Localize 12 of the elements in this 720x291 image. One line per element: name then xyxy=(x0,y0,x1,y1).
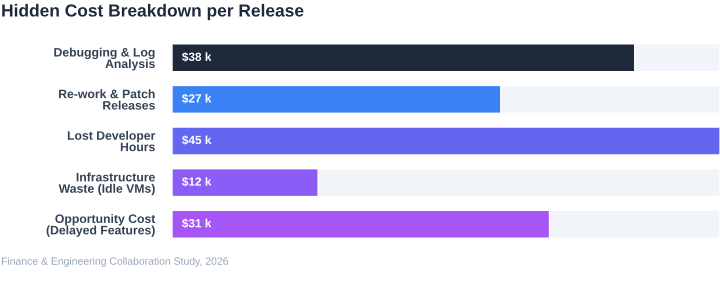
data-label: $38 k xyxy=(182,52,212,62)
y-tick-label: Opportunity Cost (Delayed Features) xyxy=(46,214,156,237)
y-tick-label: Infrastructure Waste (Idle VMs) xyxy=(58,172,155,196)
chart-title: Hidden Cost Breakdown per Release xyxy=(2,4,304,20)
data-label: $45 k xyxy=(182,135,212,145)
data-label: $31 k xyxy=(182,218,212,228)
text: Finance & Engineering Collaboration Study, 2026 xyxy=(2,257,228,267)
y-tick-label: Lost Developer Hours xyxy=(68,130,156,152)
data-label: $27 k xyxy=(182,94,212,104)
y-tick-label: Debugging & Log Analysis xyxy=(54,48,155,70)
data-label: $12 k xyxy=(182,176,212,187)
y-tick-label: Re-work & Patch Releases xyxy=(59,89,155,110)
